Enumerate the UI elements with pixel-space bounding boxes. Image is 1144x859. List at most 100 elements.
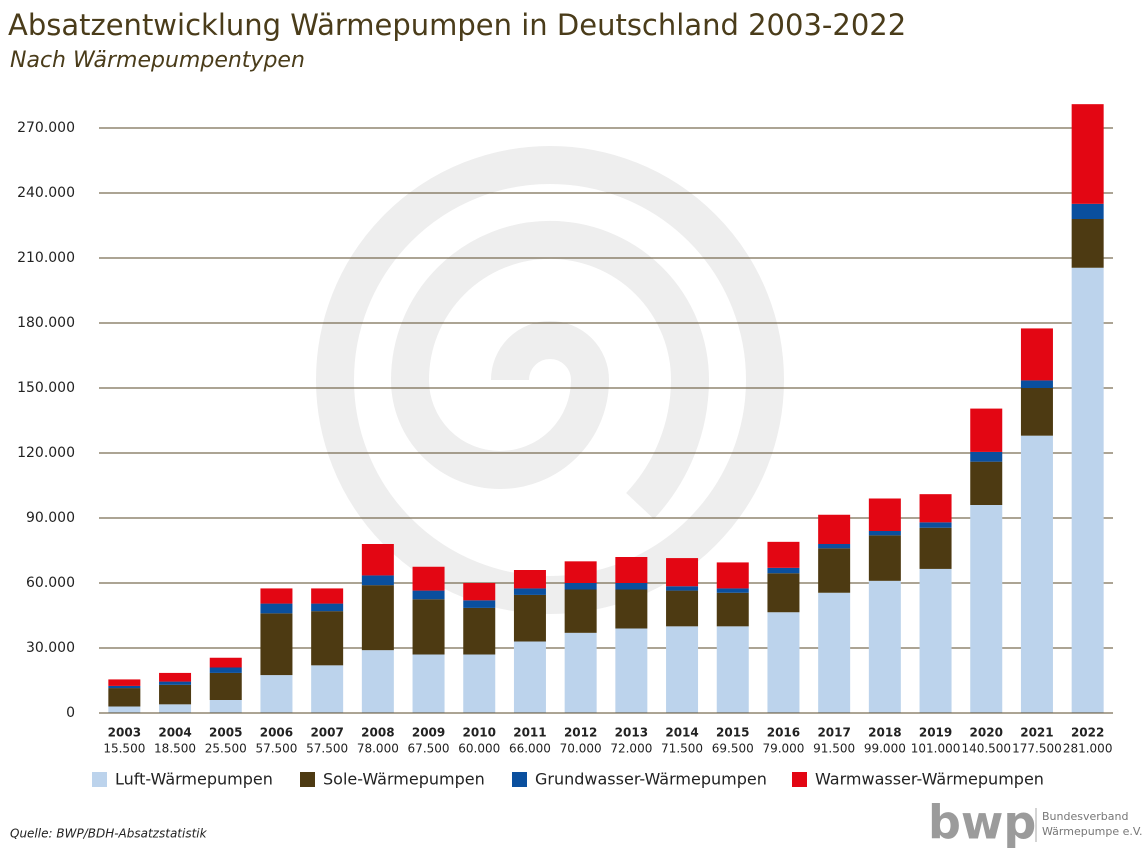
bar-segment: [463, 583, 496, 601]
bar-segment: [361, 575, 394, 586]
total-label: 15.500: [103, 742, 145, 756]
bar-segment: [818, 514, 851, 544]
bar-segment: [970, 408, 1003, 452]
bar-segment: [716, 626, 749, 713]
bar-segment: [1071, 104, 1104, 204]
bar-segment: [818, 592, 851, 713]
bar-segment: [159, 681, 192, 685]
total-label: 99.000: [864, 742, 906, 756]
bar-segment: [767, 612, 800, 713]
bar-segment: [615, 589, 648, 629]
bar-segment: [716, 562, 749, 589]
bar-segment: [919, 527, 952, 569]
y-tick-label: 90.000: [26, 510, 75, 526]
bar-segment: [513, 641, 546, 713]
total-label: 72.000: [610, 742, 652, 756]
y-tick-label: 210.000: [17, 250, 75, 266]
total-label: 140.500: [961, 742, 1011, 756]
legend-swatch: [512, 772, 527, 787]
x-tick-label: 2007: [310, 726, 343, 740]
bar-segment: [818, 544, 851, 549]
legend-swatch: [300, 772, 315, 787]
bar-segment: [311, 665, 344, 713]
total-label: 91.500: [813, 742, 855, 756]
bar-segment: [513, 594, 546, 642]
total-label: 177.500: [1012, 742, 1062, 756]
bar-segment: [970, 451, 1003, 462]
bar-segment: [868, 535, 901, 581]
bar-segment: [868, 580, 901, 713]
bar-segment: [108, 685, 141, 689]
bar-segment: [767, 541, 800, 568]
total-label: 57.500: [255, 742, 297, 756]
y-tick-label: 150.000: [17, 380, 75, 396]
y-tick-label: 30.000: [26, 640, 75, 656]
bar-segment: [1020, 388, 1053, 436]
bar-segment: [767, 567, 800, 574]
total-label: 66.000: [509, 742, 551, 756]
bar-segment: [1071, 219, 1104, 268]
x-tick-label: 2005: [209, 726, 242, 740]
logo-line: Bundesverband: [1042, 810, 1128, 823]
total-label: 25.500: [205, 742, 247, 756]
x-tick-label: 2020: [970, 726, 1003, 740]
bar-segment: [361, 585, 394, 651]
bar-segment: [159, 684, 192, 705]
bar-segment: [1071, 267, 1104, 713]
total-label: 18.500: [154, 742, 196, 756]
bar-segment: [1020, 328, 1053, 381]
bar-segment: [311, 611, 344, 666]
bar-segment: [463, 600, 496, 608]
total-label: 60.000: [458, 742, 500, 756]
x-tick-label: 2015: [716, 726, 749, 740]
bar-segment: [919, 568, 952, 713]
bar-segment: [716, 588, 749, 593]
source-note: Quelle: BWP/BDH-Absatzstatistik: [10, 827, 208, 841]
x-tick-label: 2006: [260, 726, 293, 740]
legend-label: Grundwasser-Wärmepumpen: [535, 770, 767, 789]
logo-mark: bwp: [928, 796, 1036, 850]
total-label: 79.000: [762, 742, 804, 756]
bar-segment: [412, 599, 445, 655]
legend-label: Sole-Wärmepumpen: [323, 770, 485, 789]
bar-segment: [463, 654, 496, 713]
bar-segment: [615, 557, 648, 583]
x-tick-label: 2019: [919, 726, 952, 740]
y-tick-label: 60.000: [26, 575, 75, 591]
bar-segment: [361, 650, 394, 713]
bar-segment: [615, 628, 648, 713]
bar-segment: [108, 688, 141, 707]
bar-segment: [868, 498, 901, 531]
total-label: 70.000: [560, 742, 602, 756]
y-tick-label: 120.000: [17, 445, 75, 461]
watermark: [316, 146, 784, 614]
legend-label: Luft-Wärmepumpen: [115, 770, 273, 789]
bar-segment: [412, 590, 445, 600]
bar-segment: [716, 592, 749, 627]
total-label: 281.000: [1063, 742, 1113, 756]
bar-segment: [564, 561, 597, 583]
legend-swatch: [792, 772, 807, 787]
x-tick-label: 2003: [108, 726, 141, 740]
bar-segment: [1071, 203, 1104, 219]
bar-segment: [159, 672, 192, 682]
total-label: 78.000: [357, 742, 399, 756]
bar-segment: [970, 505, 1003, 713]
legend-label: Warmwasser-Wärmepumpen: [815, 770, 1044, 789]
bar-segment: [919, 494, 952, 523]
y-tick-label: 0: [66, 705, 75, 721]
x-tick-label: 2012: [564, 726, 597, 740]
bar-segment: [868, 531, 901, 536]
chart-subtitle: Nach Wärmepumpentypen: [10, 48, 305, 73]
x-tick-label: 2009: [412, 726, 445, 740]
x-tick-label: 2004: [158, 726, 191, 740]
bar-segment: [818, 548, 851, 593]
x-tick-label: 2017: [817, 726, 850, 740]
bar-segment: [260, 613, 293, 676]
bar-segment: [260, 675, 293, 713]
bar-segment: [209, 657, 242, 668]
bar-segment: [209, 672, 242, 700]
bar-segment: [1020, 435, 1053, 713]
x-tick-label: 2013: [615, 726, 648, 740]
